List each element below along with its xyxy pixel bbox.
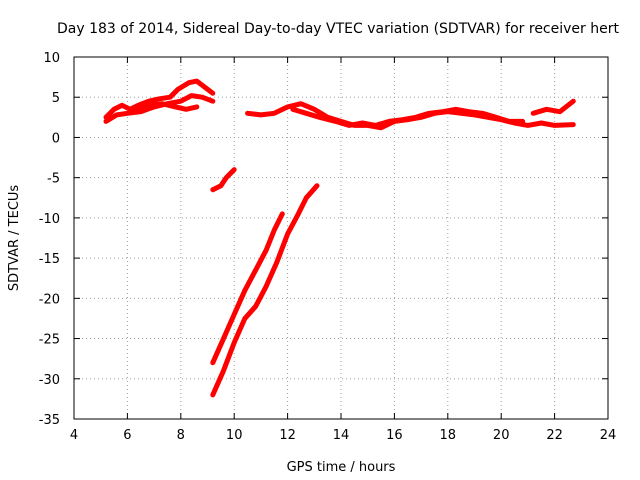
tick-labels: 4 6 8 10 12 14 16 18 20 22 24 -35 -30 -25 -20 -15 -10 -5 0… bbox=[39, 51, 617, 443]
x-tick-label: 14 bbox=[333, 428, 350, 443]
series-track-f bbox=[530, 98, 576, 116]
y-tick-label: -35 bbox=[39, 413, 60, 428]
y-tick-label: -10 bbox=[39, 212, 60, 227]
x-tick-label: 6 bbox=[123, 428, 131, 443]
series-track-c bbox=[130, 101, 200, 112]
y-tick-label: -30 bbox=[39, 373, 60, 388]
series-track-i bbox=[210, 183, 320, 398]
data-series bbox=[103, 78, 576, 398]
series-track-e bbox=[290, 106, 526, 128]
y-tick-label: -15 bbox=[39, 252, 60, 267]
y-tick-label: -20 bbox=[39, 292, 60, 307]
series-track-g bbox=[210, 167, 237, 193]
x-tick-label: 22 bbox=[546, 428, 563, 443]
x-tick-label: 4 bbox=[70, 428, 78, 443]
x-tick-label: 20 bbox=[493, 428, 510, 443]
y-tick-label: 5 bbox=[52, 91, 60, 106]
series-track-a bbox=[103, 78, 216, 120]
x-tick-label: 8 bbox=[177, 428, 185, 443]
y-tick-label: 0 bbox=[52, 131, 60, 146]
x-tick-label: 18 bbox=[440, 428, 457, 443]
y-axis-label: SDTVAR / TECUs bbox=[7, 185, 22, 292]
series-track-h bbox=[210, 211, 285, 366]
x-axis-label: GPS time / hours bbox=[287, 460, 396, 475]
y-tick-label: -25 bbox=[39, 333, 60, 348]
axis-ticks bbox=[73, 56, 609, 420]
grid bbox=[74, 57, 608, 419]
y-tick-label: 10 bbox=[43, 51, 60, 66]
x-tick-label: 16 bbox=[386, 428, 403, 443]
x-tick-label: 10 bbox=[226, 428, 243, 443]
x-tick-label: 12 bbox=[279, 428, 296, 443]
y-tick-label: -5 bbox=[47, 172, 60, 187]
chart-title: Day 183 of 2014, Sidereal Day-to-day VTE… bbox=[57, 21, 619, 37]
x-tick-label: 24 bbox=[600, 428, 617, 443]
